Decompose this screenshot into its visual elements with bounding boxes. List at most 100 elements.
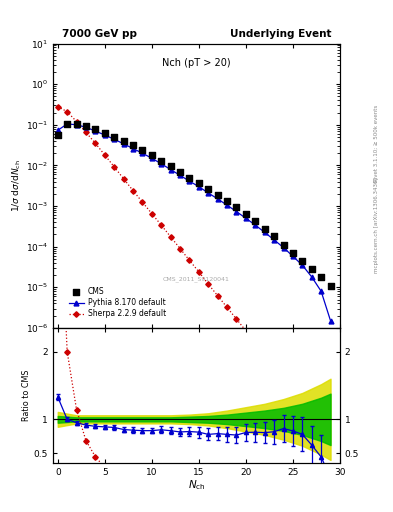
CMS <box>149 151 155 159</box>
CMS <box>252 217 259 225</box>
Sherpa 2.2.9 default <box>319 423 323 430</box>
Sherpa 2.2.9 default <box>290 387 295 393</box>
Sherpa 2.2.9 default <box>178 245 182 251</box>
Text: Underlying Event: Underlying Event <box>230 29 331 39</box>
Pythia 8.170 default <box>55 127 60 134</box>
CMS <box>177 167 183 176</box>
Y-axis label: Ratio to CMS: Ratio to CMS <box>22 370 31 421</box>
Sherpa 2.2.9 default <box>309 411 314 417</box>
CMS <box>262 224 268 232</box>
CMS <box>327 282 334 290</box>
CMS <box>205 184 211 193</box>
Pythia 8.170 default <box>112 136 117 142</box>
Text: CMS_2011_S9120041: CMS_2011_S9120041 <box>163 276 230 283</box>
CMS <box>167 162 174 170</box>
Sherpa 2.2.9 default <box>140 199 145 205</box>
Pythia 8.170 default <box>103 132 107 138</box>
Sherpa 2.2.9 default <box>244 328 248 334</box>
CMS <box>243 210 249 219</box>
Pythia 8.170 default <box>281 245 286 251</box>
Sherpa 2.2.9 default <box>215 293 220 299</box>
Sherpa 2.2.9 default <box>65 109 70 115</box>
Pythia 8.170 default <box>234 208 239 215</box>
CMS <box>318 273 324 281</box>
Pythia 8.170 default <box>121 141 126 147</box>
CMS <box>64 120 70 128</box>
CMS <box>92 125 99 133</box>
Pythia 8.170 default <box>225 202 230 208</box>
Pythia 8.170 default <box>290 253 295 260</box>
Pythia 8.170 default <box>196 184 201 190</box>
Text: Rivet 3.1.10; ≥ 500k events: Rivet 3.1.10; ≥ 500k events <box>374 105 379 182</box>
Pythia 8.170 default <box>74 122 79 128</box>
CMS <box>83 121 89 130</box>
Pythia 8.170 default <box>65 121 70 127</box>
Y-axis label: $1/\sigma\;{\rm d}\sigma/{\rm d}N_{\rm ch}$: $1/\sigma\;{\rm d}\sigma/{\rm d}N_{\rm c… <box>10 159 23 212</box>
CMS <box>186 174 193 182</box>
Sherpa 2.2.9 default <box>121 176 126 182</box>
CMS <box>158 157 164 165</box>
CMS <box>215 190 221 199</box>
CMS <box>299 257 305 265</box>
Sherpa 2.2.9 default <box>74 118 79 124</box>
Sherpa 2.2.9 default <box>93 140 98 146</box>
CMS <box>280 241 286 249</box>
CMS <box>309 264 315 272</box>
Line: Pythia 8.170 default: Pythia 8.170 default <box>55 121 333 323</box>
Sherpa 2.2.9 default <box>281 374 286 380</box>
Sherpa 2.2.9 default <box>272 362 276 369</box>
Text: mcplots.cern.ch [arXiv:1306.3436]: mcplots.cern.ch [arXiv:1306.3436] <box>374 178 379 273</box>
Pythia 8.170 default <box>178 172 182 178</box>
Sherpa 2.2.9 default <box>300 399 305 405</box>
Pythia 8.170 default <box>206 190 211 196</box>
Sherpa 2.2.9 default <box>130 187 135 194</box>
Pythia 8.170 default <box>263 229 267 236</box>
Sherpa 2.2.9 default <box>196 269 201 275</box>
CMS <box>224 197 230 205</box>
Sherpa 2.2.9 default <box>206 281 211 287</box>
Pythia 8.170 default <box>93 128 98 134</box>
Pythia 8.170 default <box>149 155 154 161</box>
Sherpa 2.2.9 default <box>112 164 117 170</box>
CMS <box>55 131 61 139</box>
Sherpa 2.2.9 default <box>168 233 173 240</box>
Sherpa 2.2.9 default <box>234 316 239 322</box>
Pythia 8.170 default <box>253 222 258 228</box>
Pythia 8.170 default <box>168 166 173 173</box>
Sherpa 2.2.9 default <box>103 152 107 158</box>
CMS <box>111 133 118 141</box>
Legend: CMS, Pythia 8.170 default, Sherpa 2.2.9 default: CMS, Pythia 8.170 default, Sherpa 2.2.9 … <box>66 284 169 321</box>
CMS <box>73 120 80 128</box>
Sherpa 2.2.9 default <box>253 339 258 346</box>
Pythia 8.170 default <box>300 262 305 268</box>
Pythia 8.170 default <box>272 237 276 243</box>
Sherpa 2.2.9 default <box>187 258 192 264</box>
CMS <box>290 249 296 257</box>
Pythia 8.170 default <box>130 145 135 152</box>
Sherpa 2.2.9 default <box>328 436 333 442</box>
CMS <box>102 129 108 137</box>
Pythia 8.170 default <box>187 178 192 184</box>
Sherpa 2.2.9 default <box>225 304 230 310</box>
CMS <box>139 146 145 154</box>
Pythia 8.170 default <box>159 161 163 167</box>
Pythia 8.170 default <box>328 318 333 324</box>
Pythia 8.170 default <box>319 288 323 294</box>
Pythia 8.170 default <box>244 215 248 221</box>
X-axis label: $N_{\rm ch}$: $N_{\rm ch}$ <box>187 479 206 493</box>
CMS <box>121 137 127 145</box>
CMS <box>130 141 136 150</box>
Sherpa 2.2.9 default <box>149 210 154 217</box>
Text: 7000 GeV pp: 7000 GeV pp <box>62 29 137 39</box>
CMS <box>196 179 202 187</box>
Sherpa 2.2.9 default <box>263 351 267 357</box>
CMS <box>271 232 277 241</box>
Pythia 8.170 default <box>215 196 220 202</box>
Text: Nch (pT > 20): Nch (pT > 20) <box>162 58 231 68</box>
Sherpa 2.2.9 default <box>55 103 60 110</box>
Sherpa 2.2.9 default <box>84 130 88 136</box>
Sherpa 2.2.9 default <box>159 222 163 228</box>
Pythia 8.170 default <box>84 124 88 131</box>
CMS <box>233 203 240 211</box>
Line: Sherpa 2.2.9 default: Sherpa 2.2.9 default <box>56 104 332 441</box>
